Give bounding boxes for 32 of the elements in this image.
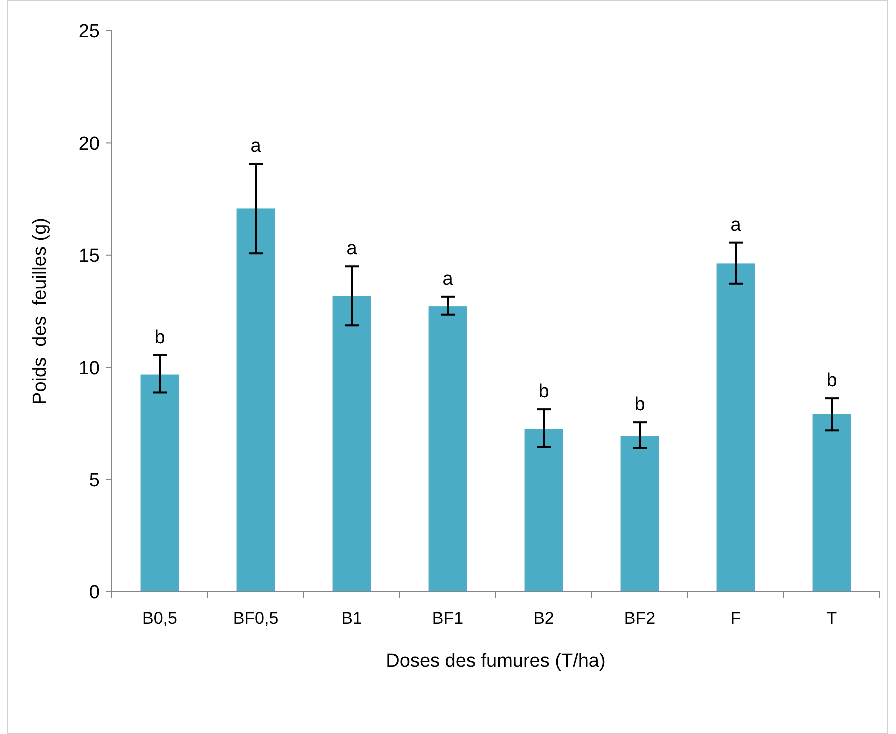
y-axis-title: Poids des feuilles (g) (30, 218, 51, 405)
y-tick-label: 25 (78, 22, 100, 43)
bar (428, 306, 468, 592)
bar (524, 429, 564, 592)
annotation: b (634, 394, 646, 416)
bar (140, 374, 180, 592)
annotation: b (826, 370, 838, 392)
annotation: a (250, 136, 262, 158)
bar (332, 296, 372, 592)
annotation: a (442, 268, 454, 290)
annotation: a (730, 214, 742, 236)
bar (620, 436, 660, 592)
x-tick-label: B0,5 (142, 609, 178, 628)
x-tick-label: BF2 (624, 609, 656, 628)
x-tick-label: BF1 (432, 609, 464, 628)
x-tick-label: T (826, 609, 838, 628)
y-tick-label: 10 (78, 358, 100, 380)
y-tick-label: 5 (89, 470, 100, 492)
y-tick-label: 15 (78, 246, 100, 268)
x-tick-label: B2 (534, 609, 554, 628)
annotation: a (346, 238, 358, 260)
x-tick-label: F (730, 609, 742, 628)
bar (716, 264, 756, 592)
bar (236, 208, 276, 592)
x-tick-label: BF0,5 (233, 609, 279, 628)
y-tick-label: 0 (89, 582, 100, 604)
annotation: b (538, 382, 550, 403)
x-axis-title: Doses des fumures (T/ha) (386, 651, 606, 672)
x-tick-label: B1 (342, 609, 362, 628)
bar (812, 414, 852, 592)
y-tick-label: 20 (78, 134, 100, 155)
annotation: b (154, 327, 166, 348)
